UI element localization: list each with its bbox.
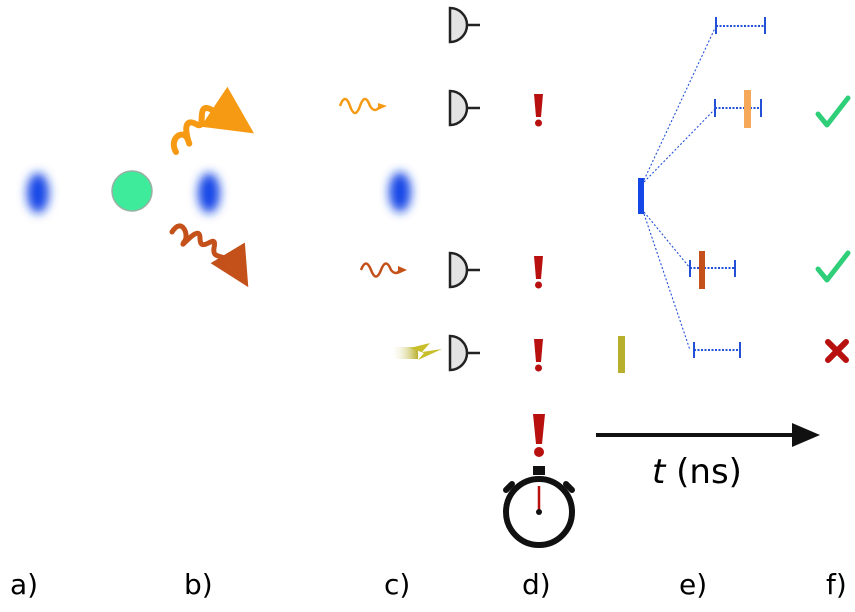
noise-detection-mark [618,336,625,373]
panel-label-b: b) [184,568,213,601]
exclamation-icon [534,256,543,289]
coincidence-window [715,17,766,34]
exclamation-icon [534,339,543,372]
panel-label-d: d) [522,568,551,601]
time-axis-arrow [596,423,820,447]
lightning-icon [390,347,418,359]
time-variable: t [652,452,666,492]
stopwatch-icon [503,466,575,548]
detector-icon [448,251,480,289]
connector-lines [643,25,717,351]
photon-icon [170,86,254,155]
detector-icon [448,334,480,372]
check-icon [815,95,851,128]
heralding-mark [638,178,644,214]
time-axis-label: t (ns) [652,452,742,492]
photon-icon [378,103,387,110]
panel-label-a: a) [10,568,39,601]
check-icon [815,250,851,283]
coincidence-window [693,342,741,358]
time-unit: (ns) [676,452,742,492]
photon-icon [169,223,249,288]
atom-cloud-a [27,173,49,213]
atom-cloud-c [389,172,411,212]
panel-label-c: c) [384,568,411,601]
exclamation-icon [533,414,545,457]
photon-icon [338,97,382,115]
detector-icon [448,6,480,44]
photon-icon [398,266,407,274]
detector-icon [448,89,480,127]
lightning-icon [410,343,442,360]
cross-icon [825,339,849,363]
atom-cloud-b [198,173,220,213]
panel-label-e: e) [679,568,708,601]
coincidence-window [689,260,736,277]
exclamation-icon [534,94,543,127]
excitation-sphere [111,170,153,212]
detection-mark-orange [744,90,751,128]
panel-label-f: f) [826,568,847,601]
photon-icon [359,262,402,278]
coincidence-window [714,99,762,117]
detection-mark-brown [699,251,705,289]
